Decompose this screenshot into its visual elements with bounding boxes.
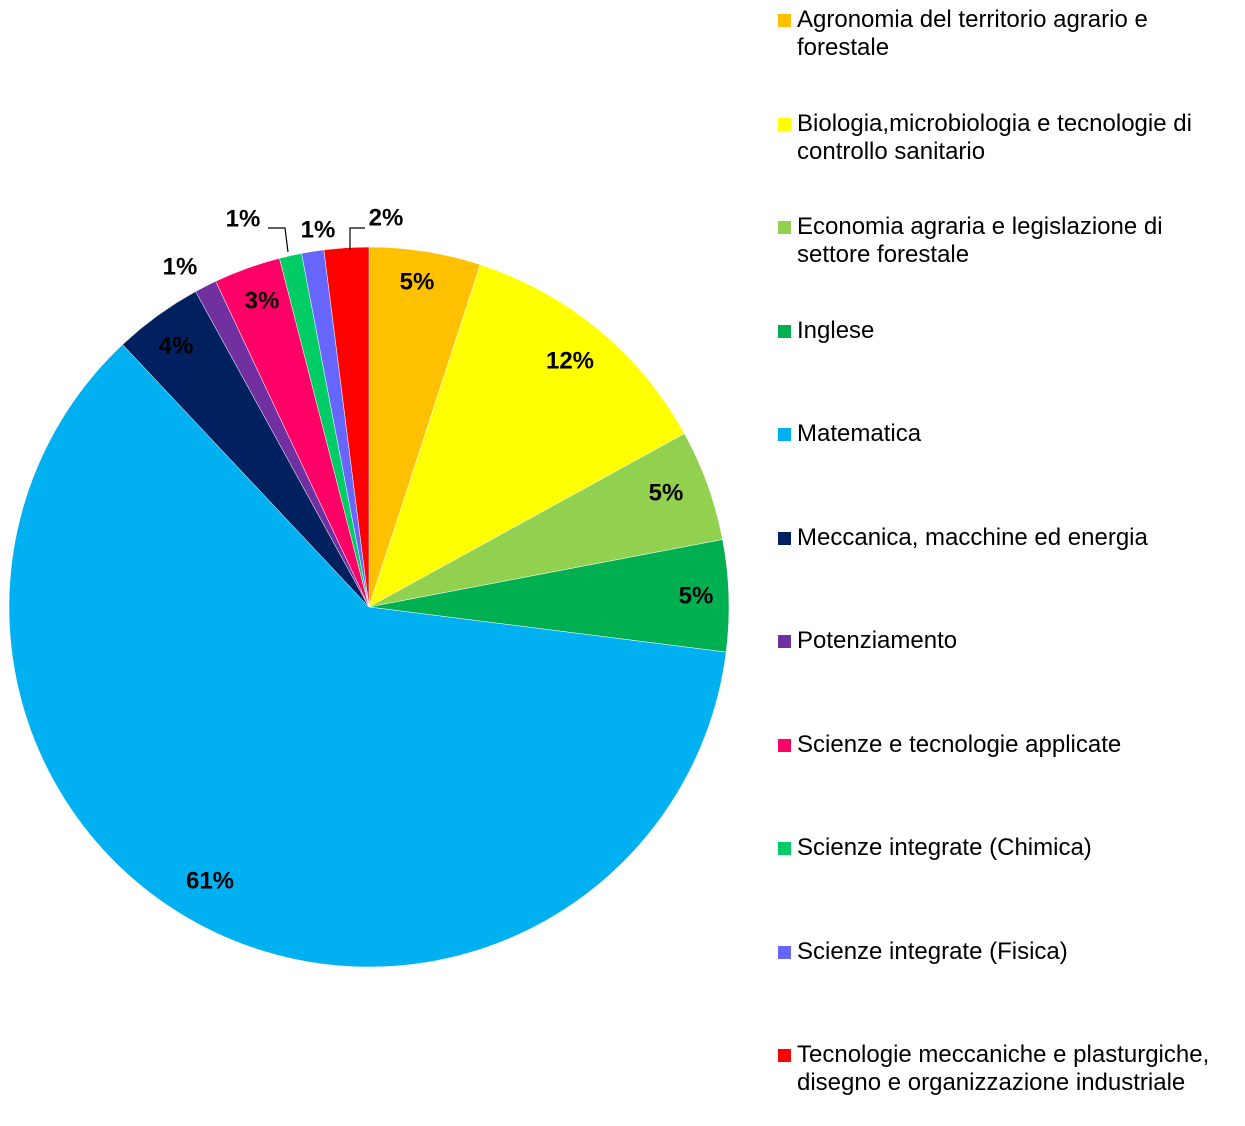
legend-swatch [778, 945, 791, 959]
leader-line [268, 227, 289, 253]
legend-label: Meccanica, macchine ed energia [797, 523, 1148, 551]
pie-slice [8, 344, 727, 968]
legend-label: Potenziamento [797, 627, 958, 654]
legend-item: Biologia,microbiologia e tecnologie di c… [778, 110, 1228, 166]
legend-item: Potenziamento [778, 627, 1228, 655]
legend-swatch [778, 842, 791, 855]
legend-label: Scienze e tecnologie applicate [797, 730, 1122, 758]
pie-slice [368, 264, 685, 608]
legend-swatch [778, 221, 791, 234]
legend-item: Matematica [778, 420, 1228, 448]
legend-item: Tecnologie meccaniche e plasturgiche, di… [778, 1041, 1228, 1097]
legend-swatch [778, 531, 791, 545]
legend-label: Agronomia del territorio agrario e fores… [797, 6, 1148, 61]
data-label: 12% [546, 347, 594, 374]
legend-swatch [778, 428, 791, 441]
legend-swatch [778, 635, 791, 648]
legend-swatch [778, 117, 791, 131]
legend-label: Biologia,microbiologia e tecnologie di c… [797, 109, 1192, 165]
data-label: 1% [226, 205, 261, 232]
chart: 5% 12% 5% 5% 61% 4% 1% 3% 1% 1% 2% [8, 204, 730, 968]
legend-label: Tecnologie meccaniche e plasturgiche, di… [797, 1041, 1210, 1096]
data-label: 5% [400, 268, 435, 295]
legend-item: Meccanica, macchine ed energia [778, 524, 1228, 552]
data-label: 1% [301, 216, 336, 243]
legend-label: Matematica [797, 420, 922, 447]
data-label: 4% [159, 332, 194, 359]
legend-label: Inglese [797, 316, 875, 344]
pie-slice [323, 246, 370, 608]
legend-item: Scienze e tecnologie applicate [778, 731, 1228, 759]
legend-swatch [778, 324, 791, 338]
legend-item: Agronomia del territorio agrario e fores… [778, 6, 1228, 62]
data-label: 5% [649, 479, 684, 506]
legend-label: Scienze integrate (Fisica) [797, 937, 1068, 965]
legend-label: Scienze integrate (Chimica) [797, 834, 1092, 861]
legend-swatch [778, 738, 791, 752]
legend-label: Economia agraria e legislazione di setto… [797, 213, 1163, 268]
data-label: 2% [369, 204, 404, 231]
legend-item: Inglese [778, 317, 1228, 345]
data-label: 3% [245, 287, 280, 314]
leader-line [349, 227, 365, 250]
legend-item: Scienze integrate (Fisica) [778, 938, 1228, 966]
legend-item: Economia agraria e legislazione di setto… [778, 213, 1228, 269]
data-label: 5% [679, 582, 714, 609]
data-label: 1% [163, 253, 198, 280]
legend-swatch [778, 1049, 791, 1062]
legend-swatch [778, 14, 791, 27]
data-label: 61% [186, 867, 234, 894]
legend-item: Scienze integrate (Chimica) [778, 834, 1228, 862]
